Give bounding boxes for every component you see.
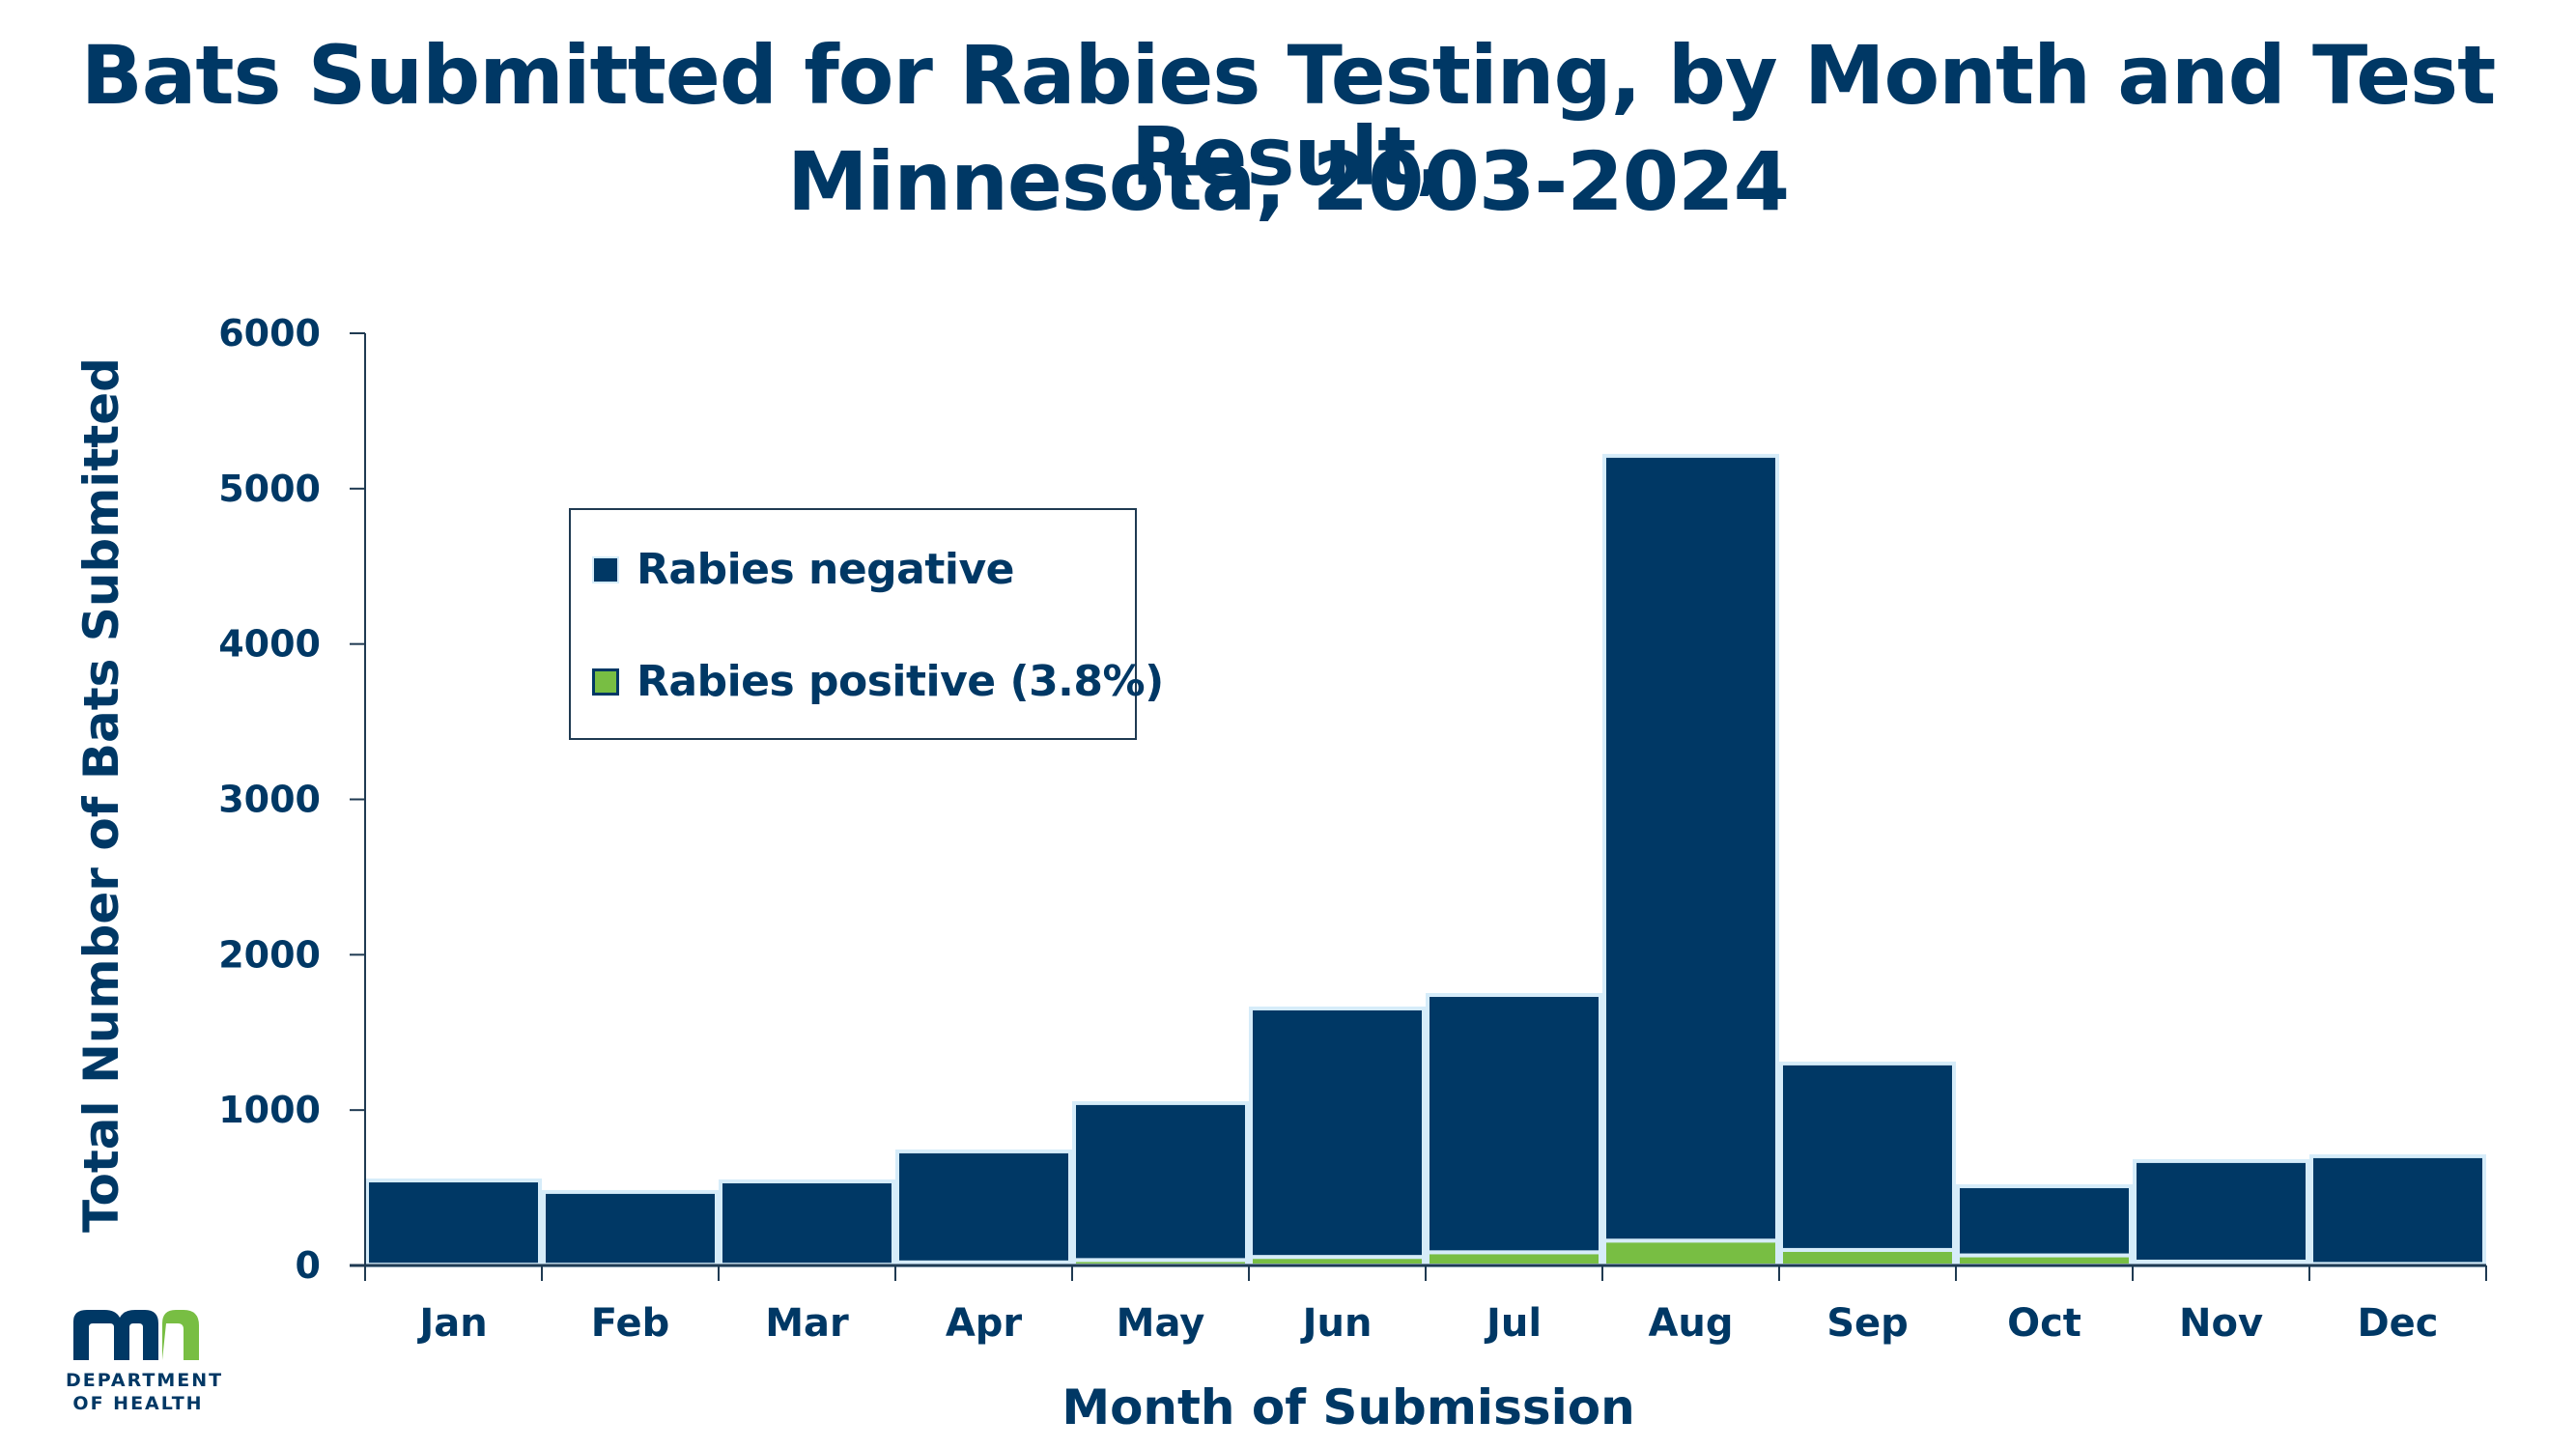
bar-negative-feb (542, 1189, 719, 1267)
x-tick-label-sep: Sep (1826, 1301, 1909, 1346)
y-tick-label-2000: 2000 (218, 933, 321, 976)
bar-negative-jul (1426, 992, 1602, 1255)
y-tick-label-3000: 3000 (218, 779, 321, 821)
mn-logo-icon (73, 1310, 199, 1360)
legend-item-positive: Rabies positive (3.8%) (592, 657, 1164, 706)
mn-department-of-health-logo: DEPARTMENT OF HEALTH (66, 1304, 224, 1420)
bar-negative-mar (719, 1179, 895, 1267)
logo-text-department: DEPARTMENT (66, 1370, 224, 1391)
x-tick-label-apr: Apr (946, 1301, 1023, 1346)
x-tick-label-aug: Aug (1648, 1301, 1733, 1346)
bar-negative-sep (1779, 1061, 1956, 1252)
bar-negative-nov (2133, 1158, 2309, 1264)
bar-negative-apr (895, 1149, 1072, 1264)
bar-positive-jul (1426, 1250, 1602, 1268)
chart-title-line-1: Bats Submitted for Rabies Testing, by Mo… (80, 28, 2497, 204)
x-tick-label-mar: Mar (765, 1301, 849, 1346)
bar-negative-aug (1602, 453, 1779, 1243)
y-tick-label-4000: 4000 (218, 623, 321, 666)
axes-group: Jan Feb Mar Apr May Jun Jul Aug Sep Oct Nov Dec 0 100… (218, 312, 2487, 1346)
bar-negative-oct (1956, 1183, 2133, 1258)
legend-item-negative: Rabies negative (592, 545, 1015, 594)
y-tick-label-5000: 5000 (218, 468, 321, 510)
x-tick-label-oct: Oct (2007, 1301, 2081, 1346)
legend-swatch-negative (592, 555, 619, 583)
bar-negative-dec (2309, 1153, 2486, 1266)
x-axis-title: Month of Submission (1062, 1379, 1634, 1435)
bar-positive-sep (1779, 1247, 1956, 1267)
x-tick-label-jul: Jul (1484, 1301, 1542, 1346)
bars-group (365, 453, 2486, 1268)
legend: Rabies negative Rabies positive (3.8%) (569, 508, 1164, 740)
bar-positive-aug (1602, 1238, 1779, 1268)
x-tick-label-nov: Nov (2179, 1301, 2263, 1346)
x-tick-label-dec: Dec (2357, 1301, 2438, 1346)
legend-swatch-positive (592, 668, 619, 696)
logo-text-of-health: OF HEALTH (72, 1393, 204, 1414)
bar-negative-jun (1249, 1006, 1426, 1260)
x-tick-label-may: May (1117, 1301, 1205, 1346)
bar-negative-may (1072, 1100, 1249, 1263)
y-axis-title: Total Number of Bats Submitted (73, 357, 129, 1233)
x-tick-label-jan: Jan (416, 1301, 487, 1346)
y-tick-label-1000: 1000 (218, 1089, 321, 1131)
legend-label-negative: Rabies negative (637, 545, 1015, 594)
x-tick-label-feb: Feb (591, 1301, 669, 1346)
y-tick-label-6000: 6000 (218, 312, 321, 355)
legend-label-positive: Rabies positive (3.8%) (637, 657, 1164, 706)
bar-negative-jan (365, 1179, 542, 1267)
x-tick-label-jun: Jun (1300, 1301, 1373, 1346)
y-tick-label-0: 0 (296, 1244, 321, 1287)
chart-title-line-2: Minnesota, 2003-2024 (786, 134, 1790, 229)
